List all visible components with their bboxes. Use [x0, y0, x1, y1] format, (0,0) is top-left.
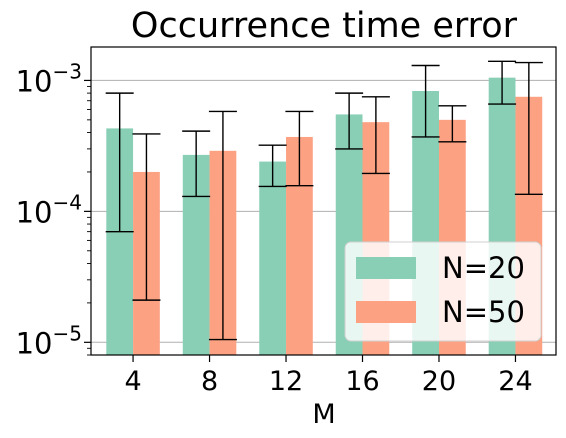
error-bar-N=50-M4	[132, 133, 161, 301]
x-axis: 4 8 12 16 20 24	[124, 355, 533, 397]
x-tick-label-16: 16	[345, 366, 379, 397]
error-bar-N=50-M8	[208, 110, 237, 341]
x-axis-label: M	[312, 399, 335, 430]
legend-swatch-N=20	[356, 257, 416, 279]
y-axis: 10−5 10−4 10−3	[16, 59, 91, 360]
x-tick-label-20: 20	[422, 366, 456, 397]
error-bar-N=20-M24	[488, 60, 517, 105]
error-bar-N=50-M24	[514, 61, 543, 196]
y-tick-label-2: 10−3	[16, 59, 82, 98]
legend-label-N=20: N=20	[442, 251, 525, 285]
grid	[91, 79, 556, 343]
bar-N=20-M12	[259, 161, 287, 355]
chart-title: Occurrence time error	[131, 6, 518, 46]
error-bar-N=50-M12	[285, 110, 314, 187]
error-bar-N=50-M20	[438, 105, 467, 143]
error-bar-N=20-M8	[182, 130, 211, 198]
legend-swatch-N=50	[356, 301, 416, 323]
x-tick-label-4: 4	[124, 366, 141, 397]
x-tick-label-8: 8	[201, 366, 218, 397]
error-bar-N=20-M12	[258, 144, 287, 188]
error-bar-N=50-M16	[361, 96, 390, 175]
y-tick-label-1: 10−4	[16, 190, 82, 229]
y-tick-label-0: 10−5	[16, 321, 82, 360]
legend-label-N=50: N=50	[442, 295, 525, 329]
error-bar-N=20-M4	[105, 92, 134, 233]
error-bars	[105, 60, 543, 341]
error-bar-N=20-M16	[335, 92, 364, 150]
x-tick-label-24: 24	[498, 366, 532, 397]
error-bar-N=20-M20	[411, 64, 440, 138]
legend: N=20 N=50	[344, 241, 542, 342]
plot-frame	[90, 46, 557, 356]
x-tick-label-12: 12	[269, 366, 303, 397]
